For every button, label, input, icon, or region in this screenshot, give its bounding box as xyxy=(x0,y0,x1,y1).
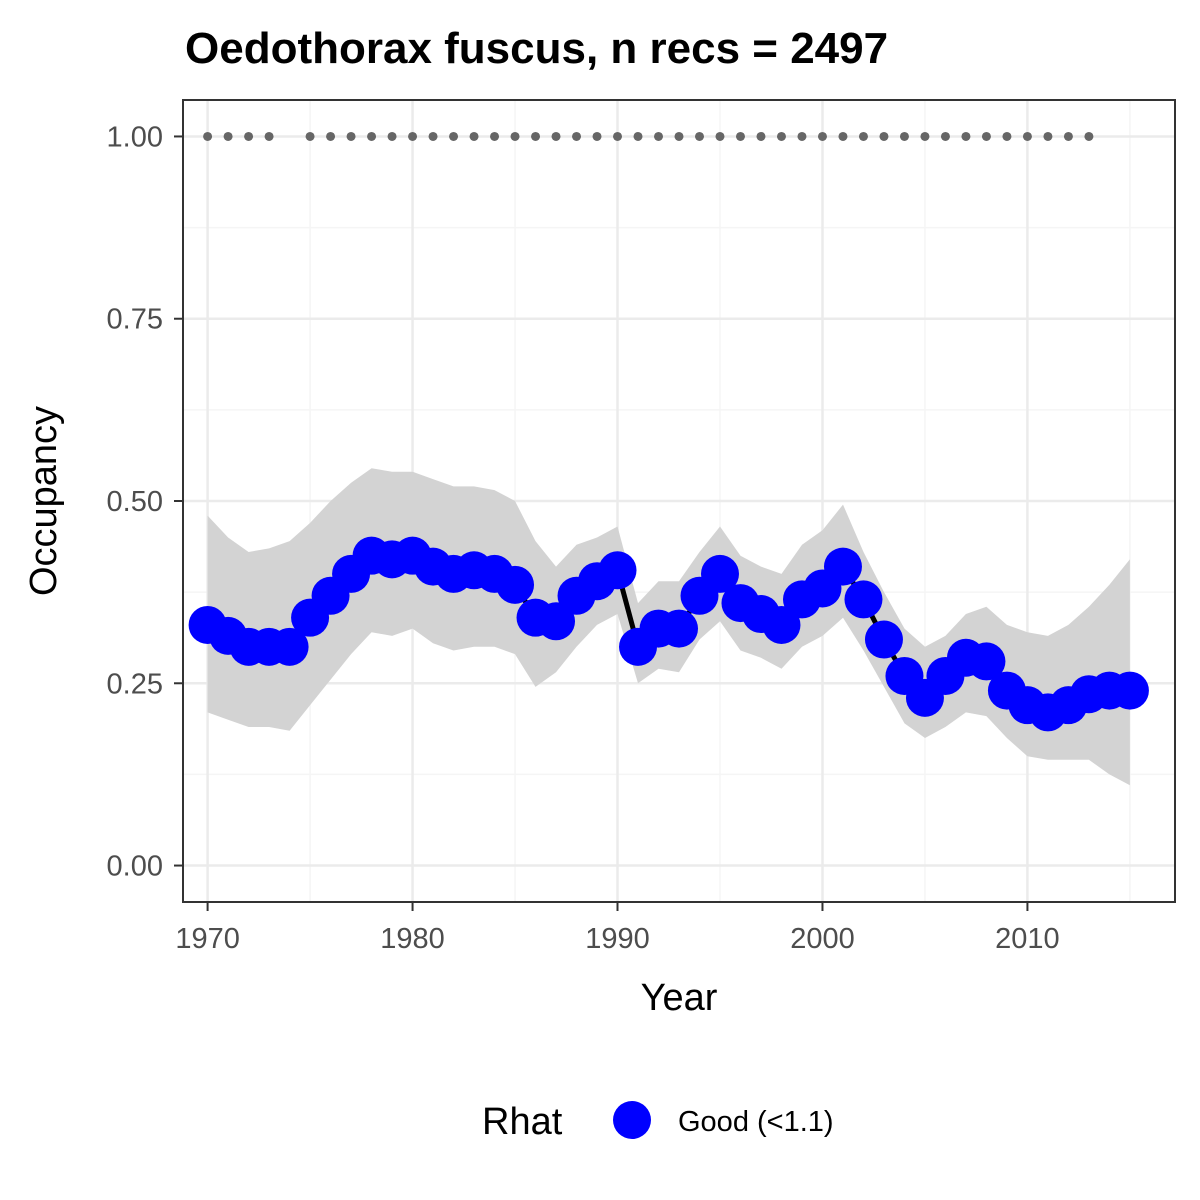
y-tick-label: 0.75 xyxy=(107,304,163,336)
legend-label-good: Good (<1.1) xyxy=(678,1106,834,1138)
recorded-year-dot xyxy=(203,131,213,141)
y-tick-label: 1.00 xyxy=(107,121,163,153)
occupancy-point xyxy=(762,605,801,644)
recorded-year-dot xyxy=(899,131,909,141)
legend-key-good xyxy=(613,1101,651,1139)
recorded-year-dot xyxy=(981,131,991,141)
recorded-year-dot xyxy=(551,131,561,141)
recorded-year-dot xyxy=(305,131,315,141)
y-tick-label: 0.00 xyxy=(107,851,163,883)
recorded-years-dots xyxy=(203,131,1094,141)
recorded-year-dot xyxy=(387,131,397,141)
y-axis-title: Occupancy xyxy=(23,406,65,596)
recorded-year-dot xyxy=(244,131,254,141)
recorded-year-dot xyxy=(674,131,684,141)
recorded-year-dot xyxy=(572,131,582,141)
recorded-year-dot xyxy=(735,131,745,141)
recorded-year-dot xyxy=(490,131,500,141)
x-tick-label: 2010 xyxy=(995,923,1060,955)
recorded-year-dot xyxy=(694,131,704,141)
occupancy-point xyxy=(823,547,862,586)
recorded-year-dot xyxy=(1002,131,1012,141)
recorded-year-dot xyxy=(469,131,479,141)
x-tick-label: 1990 xyxy=(585,923,650,955)
recorded-year-dot xyxy=(408,131,418,141)
occupancy-point xyxy=(660,609,698,648)
recorded-year-dot xyxy=(264,131,274,141)
x-tick-label: 1970 xyxy=(175,923,240,955)
x-tick-label: 2000 xyxy=(790,923,855,955)
occupancy-point xyxy=(537,602,576,641)
legend: Rhat Good (<1.1) xyxy=(482,1101,834,1143)
occupancy-points xyxy=(188,536,1149,732)
occupancy-point xyxy=(496,565,535,604)
y-tick-label: 0.50 xyxy=(107,486,163,518)
x-tick-label: 1980 xyxy=(380,923,445,955)
occupancy-point xyxy=(864,620,903,659)
recorded-year-dot xyxy=(817,131,827,141)
recorded-year-dot xyxy=(1022,131,1032,141)
recorded-year-dot xyxy=(756,131,766,141)
recorded-year-dot xyxy=(326,131,336,141)
recorded-year-dot xyxy=(879,131,889,141)
occupancy-point xyxy=(1110,671,1149,710)
recorded-year-dot xyxy=(346,131,356,141)
recorded-year-dot xyxy=(654,131,664,141)
recorded-year-dot xyxy=(531,131,541,141)
occupancy-point xyxy=(598,551,637,590)
axes: 0.00 0.25 0.50 0.75 1.00 1970 1980 1990 2000 2010 xyxy=(107,121,1060,955)
occupancy-point xyxy=(270,627,309,666)
recorded-year-dot xyxy=(1063,131,1073,141)
recorded-year-dot xyxy=(613,131,623,141)
occupancy-point xyxy=(844,580,883,619)
recorded-year-dot xyxy=(838,131,848,141)
recorded-year-dot xyxy=(776,131,786,141)
recorded-year-dot xyxy=(223,131,233,141)
recorded-year-dot xyxy=(715,131,725,141)
y-tick-label: 0.25 xyxy=(107,668,163,700)
legend-title: Rhat xyxy=(482,1101,563,1143)
x-axis-title: Year xyxy=(641,977,718,1019)
recorded-year-dot xyxy=(592,131,602,141)
recorded-year-dot xyxy=(510,131,520,141)
recorded-year-dot xyxy=(449,131,459,141)
recorded-year-dot xyxy=(428,131,438,141)
recorded-year-dot xyxy=(367,131,377,141)
recorded-year-dot xyxy=(797,131,807,141)
recorded-year-dot xyxy=(858,131,868,141)
occupancy-point xyxy=(700,554,739,593)
recorded-year-dot xyxy=(961,131,971,141)
occupancy-point xyxy=(967,642,1006,681)
chart-title: Oedothorax fuscus, n recs = 2497 xyxy=(185,24,888,73)
recorded-year-dot xyxy=(1043,131,1053,141)
recorded-year-dot xyxy=(633,131,643,141)
recorded-year-dot xyxy=(940,131,950,141)
recorded-year-dot xyxy=(920,131,930,141)
recorded-year-dot xyxy=(1084,131,1094,141)
